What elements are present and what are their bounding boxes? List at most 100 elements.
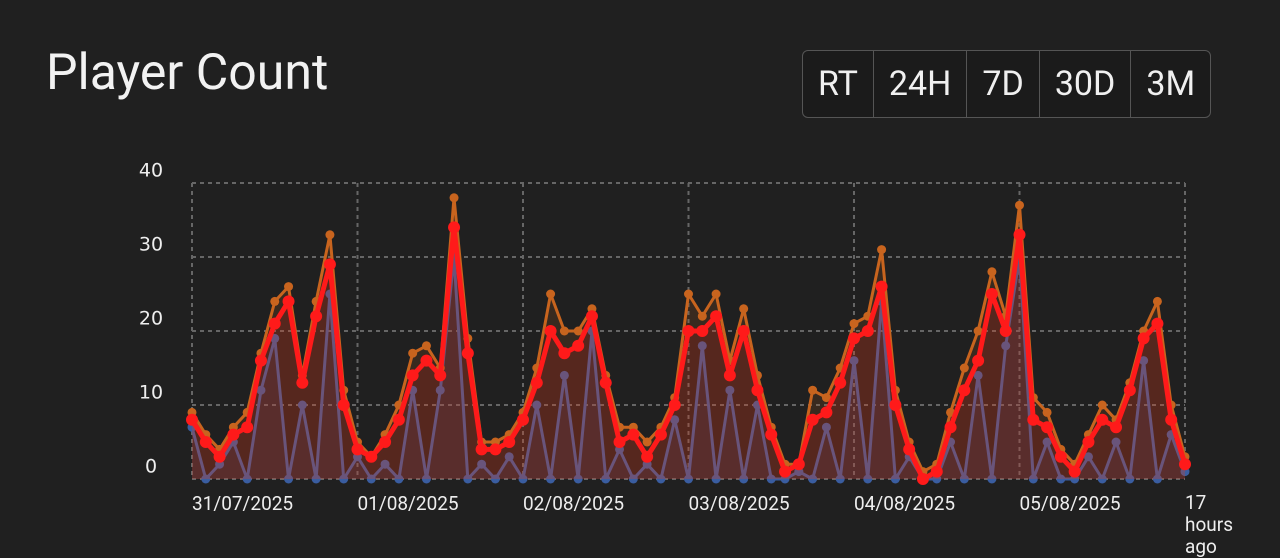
point [380, 459, 390, 469]
point [739, 474, 749, 484]
point [890, 474, 900, 484]
point [282, 295, 295, 308]
point [1042, 407, 1052, 417]
y-tick-label: 20 [139, 308, 163, 330]
point [1027, 413, 1040, 426]
point [766, 474, 776, 484]
series-area [192, 227, 1185, 479]
x-tick-label: 04/08/2025 [854, 492, 956, 515]
point [613, 436, 626, 448]
point [394, 474, 404, 484]
range-button[interactable]: 3M [1146, 64, 1196, 104]
x-tick-label: 01/08/2025 [357, 492, 459, 515]
point [530, 376, 543, 389]
point [546, 289, 556, 299]
point [546, 474, 556, 484]
x-tick-label: 31/07/2025 [192, 492, 294, 515]
point [475, 443, 488, 456]
point [656, 474, 666, 484]
x-tick-label: 17 hours ago [1185, 492, 1234, 558]
point [504, 452, 514, 462]
point [392, 413, 405, 426]
point [849, 319, 859, 329]
range-button[interactable]: 30D [1040, 51, 1132, 117]
point [684, 474, 693, 484]
point [227, 428, 240, 441]
point [863, 474, 873, 484]
point [697, 311, 707, 321]
y-tick-label: 10 [139, 382, 163, 404]
point [1152, 296, 1162, 306]
point [463, 474, 473, 484]
point [297, 400, 307, 410]
point [806, 413, 819, 426]
range-button[interactable]: 24H [874, 51, 968, 117]
point [1137, 332, 1150, 345]
point [737, 325, 750, 337]
point [241, 421, 254, 434]
point [435, 385, 445, 395]
point [668, 399, 681, 411]
point [1123, 384, 1136, 397]
point [1096, 413, 1109, 426]
point [835, 474, 845, 484]
y-tick-label: 40 [139, 160, 163, 182]
point [1097, 400, 1107, 410]
point [959, 363, 969, 373]
point [779, 465, 792, 478]
point [599, 376, 612, 389]
range-button[interactable]: RT [803, 51, 874, 117]
point [572, 339, 585, 352]
point [641, 450, 654, 463]
point [323, 258, 336, 271]
point [490, 474, 500, 484]
point [448, 221, 461, 234]
point [284, 474, 294, 484]
point [987, 267, 997, 277]
point [1165, 413, 1178, 426]
x-tick-label: 02/08/2025 [523, 492, 625, 515]
point [406, 369, 419, 382]
point [532, 400, 542, 410]
point [1015, 200, 1024, 210]
point [517, 413, 529, 426]
point [808, 474, 818, 484]
point [408, 348, 418, 358]
point [999, 325, 1012, 337]
point [559, 326, 569, 336]
point [821, 422, 831, 432]
point [821, 393, 831, 403]
point [544, 325, 557, 337]
point [1179, 458, 1191, 471]
point [449, 193, 459, 203]
point [682, 325, 695, 337]
point [973, 370, 983, 380]
point [337, 399, 350, 411]
point [642, 437, 652, 447]
point [434, 369, 447, 382]
point [792, 458, 805, 471]
point [421, 341, 431, 351]
point [489, 443, 502, 456]
y-tick-label: 30 [139, 234, 163, 256]
point [365, 450, 378, 463]
point [959, 474, 969, 484]
point [559, 370, 569, 380]
point [1054, 450, 1067, 463]
point [903, 443, 916, 456]
point [751, 384, 764, 397]
point [1001, 341, 1011, 351]
point [339, 474, 349, 484]
page-title: Player Count [46, 44, 329, 102]
point [254, 354, 267, 367]
range-button[interactable]: 7D [967, 51, 1040, 117]
point [848, 332, 860, 345]
point [877, 245, 887, 255]
point [711, 474, 721, 484]
point [351, 443, 364, 456]
point [461, 347, 474, 360]
point [1083, 452, 1093, 462]
point [1028, 474, 1038, 484]
point [654, 428, 667, 441]
